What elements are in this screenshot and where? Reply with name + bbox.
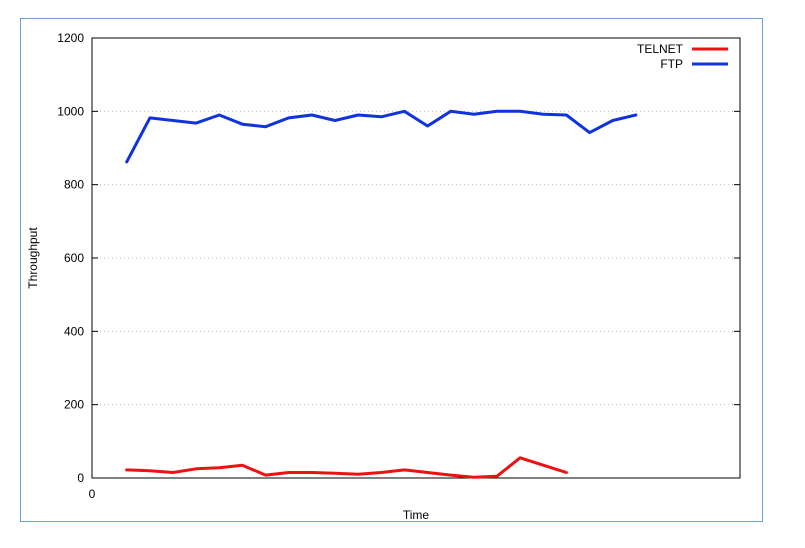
x-axis: 0 <box>89 487 96 501</box>
y-tick-label: 200 <box>64 398 84 412</box>
y-tick-label: 600 <box>64 251 84 265</box>
y-tick-label: 0 <box>77 471 84 485</box>
legend-label-telnet: TELNET <box>637 42 684 56</box>
series-line-telnet <box>125 456 568 479</box>
y-tick-label: 1200 <box>57 31 84 45</box>
y-axis-title: Throughput <box>26 227 40 289</box>
legend-label-ftp: FTP <box>660 57 683 71</box>
y-tick-label: 800 <box>64 178 84 192</box>
x-tick-label: 0 <box>89 487 96 501</box>
y-axis: 0 200 400 600 800 1000 1200 <box>57 31 740 485</box>
x-axis-title: Time <box>403 508 430 522</box>
y-tick-label: 1000 <box>57 104 84 118</box>
series-lines <box>125 109 638 479</box>
y-tick-label: 400 <box>64 324 84 338</box>
chart-frame <box>20 18 763 522</box>
gridlines <box>92 110 740 406</box>
series-line-ftp <box>125 109 638 164</box>
